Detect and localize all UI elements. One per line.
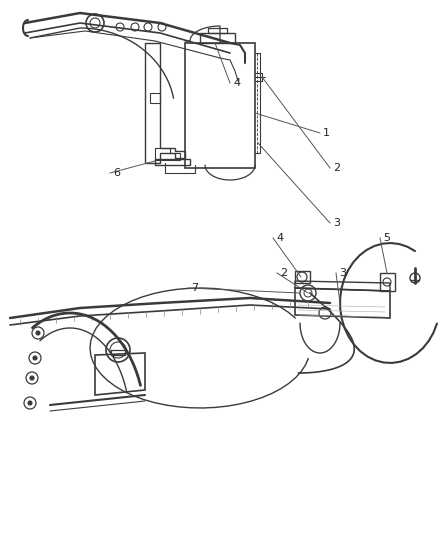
Text: 2: 2 [280,268,287,278]
Text: 1: 1 [323,128,330,138]
Circle shape [30,376,34,380]
Text: 3: 3 [333,218,340,228]
Text: 6: 6 [113,168,120,178]
Circle shape [28,401,32,405]
Text: 5: 5 [383,233,390,243]
Text: 4: 4 [233,78,240,88]
Circle shape [36,331,40,335]
Text: 4: 4 [276,233,283,243]
Text: 7: 7 [191,283,198,293]
Circle shape [33,356,37,360]
Text: 3: 3 [339,268,346,278]
Text: 2: 2 [333,163,340,173]
